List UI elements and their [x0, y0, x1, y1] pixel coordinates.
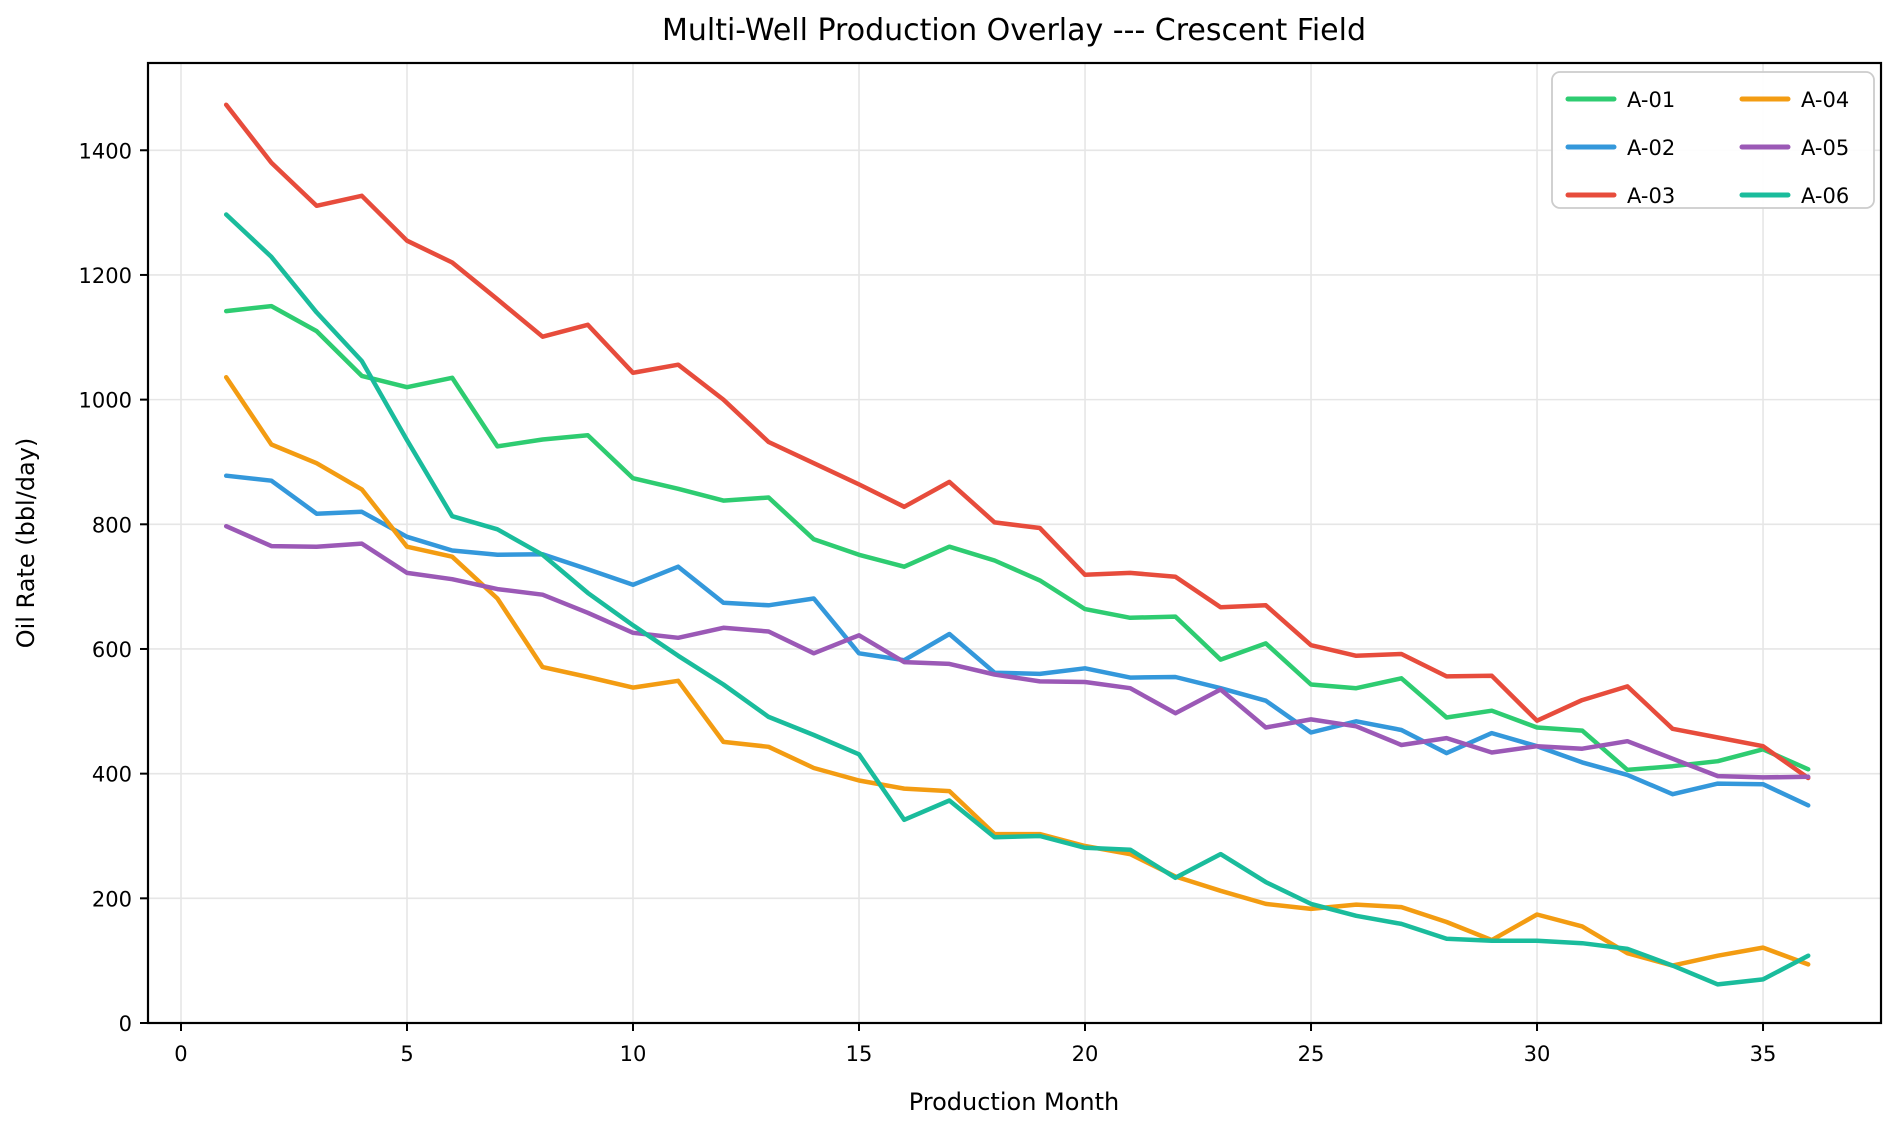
series-line-a-03 [223, 102, 1811, 781]
x-tick-label: 20 [1072, 1042, 1099, 1066]
y-tick-label: 1000 [79, 389, 132, 413]
legend-label: A-02 [1627, 136, 1675, 160]
y-tick-label: 600 [92, 638, 132, 662]
series-line-a-05 [223, 523, 1811, 780]
legend-item-a-01: A-01 [1565, 88, 1675, 112]
legend-item-a-05: A-05 [1739, 136, 1849, 160]
series-line-a-02 [223, 473, 1811, 808]
y-tick-label: 800 [92, 513, 132, 537]
x-tick-label: 35 [1750, 1042, 1777, 1066]
y-tick-label: 400 [92, 763, 132, 787]
legend-label: A-06 [1801, 184, 1849, 208]
y-tick-label: 1400 [79, 139, 132, 163]
legend-item-a-04: A-04 [1739, 88, 1849, 112]
data-series [223, 102, 1811, 987]
legend-item-a-02: A-02 [1565, 136, 1675, 160]
legend-label: A-04 [1801, 88, 1849, 112]
x-tick-label: 15 [846, 1042, 873, 1066]
y-tick-label: 1200 [79, 264, 132, 288]
legend-label: A-05 [1801, 136, 1849, 160]
x-tick-label: 10 [620, 1042, 647, 1066]
series-line-a-06 [223, 212, 1811, 987]
legend: A-01 A-02 A-03 A-04 A-05 A-06 [1551, 71, 1875, 209]
y-axis-label: Oil Rate (bbl/day) [12, 438, 40, 649]
legend-item-a-03: A-03 [1565, 184, 1675, 208]
y-tick-label: 0 [119, 1012, 132, 1036]
axis-ticks: 0 5 10 15 20 25 30 35 0 200 400 600 800 1000 1200 1400 [79, 139, 1777, 1066]
legend-label: A-01 [1627, 88, 1675, 112]
x-axis-label: Production Month [909, 1088, 1120, 1116]
chart-title: Multi-Well Production Overlay --- Cresce… [662, 13, 1366, 48]
y-tick-label: 200 [92, 887, 132, 911]
legend-frame [1551, 71, 1875, 209]
x-tick-label: 5 [400, 1042, 413, 1066]
legend-label: A-03 [1627, 184, 1675, 208]
axes-frame [146, 61, 1883, 1025]
legend-item-a-06: A-06 [1739, 184, 1849, 208]
series-line-a-04 [223, 374, 1811, 968]
series-line-a-01 [223, 303, 1811, 773]
x-tick-label: 0 [174, 1042, 187, 1066]
plot-border [146, 61, 1883, 1025]
x-tick-label: 25 [1298, 1042, 1325, 1066]
x-tick-label: 30 [1524, 1042, 1551, 1066]
